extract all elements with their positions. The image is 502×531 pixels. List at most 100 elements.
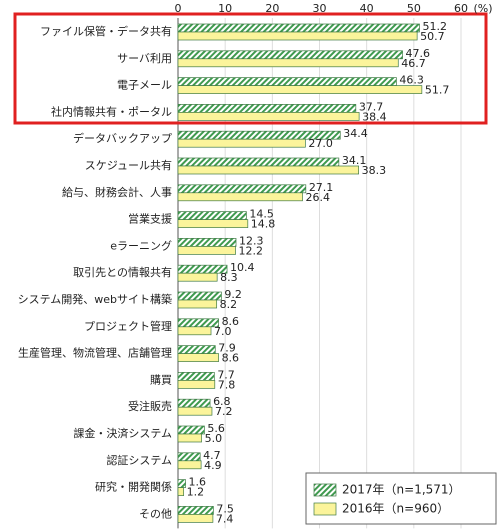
bar (177, 299, 218, 309)
bar (177, 291, 222, 301)
legend-label: 2017年（n=1,571） (342, 483, 461, 497)
unit-label: (%) (473, 2, 492, 15)
value-label: 26.4 (306, 191, 331, 204)
value-label: 7.0 (214, 325, 232, 338)
value-label: 4.9 (204, 459, 222, 472)
x-tick-label: 10 (218, 2, 232, 15)
bar (177, 353, 219, 362)
bar (177, 31, 418, 41)
category-label: 生産管理、物流管理、店舗管理 (18, 346, 172, 360)
category-label: 社内情報共有・ポータル (51, 104, 172, 118)
bar (177, 77, 397, 86)
x-tick-label: 50 (407, 2, 421, 15)
value-label: 47.6 (406, 47, 431, 60)
value-label: 5.0 (205, 432, 223, 445)
value-label: 8.6 (222, 315, 240, 328)
legend-swatch (313, 483, 337, 497)
value-label: 12.2 (239, 244, 264, 257)
category-label: eラーニング (110, 238, 172, 252)
category-label: 購買 (150, 372, 172, 386)
x-tick-label: 0 (175, 2, 182, 15)
x-tick-label: 60 (454, 2, 468, 15)
bar (177, 326, 212, 336)
bar (177, 112, 360, 121)
value-label: 14.5 (249, 208, 274, 221)
value-label: 37.7 (359, 100, 384, 113)
bar (177, 452, 201, 462)
bar (177, 479, 186, 488)
bar (177, 184, 307, 194)
value-label: 27.0 (308, 137, 333, 150)
value-label: 14.8 (251, 218, 276, 231)
value-label: 7.2 (215, 405, 233, 418)
bar (177, 380, 216, 389)
bar (177, 433, 202, 443)
bar (177, 192, 303, 202)
value-label: 7.7 (217, 368, 235, 381)
bar (177, 246, 236, 255)
bar (177, 398, 211, 408)
category-label: 課金・決済システム (73, 426, 172, 440)
category-label: 給与、財務会計、人事 (62, 185, 172, 199)
x-tick-label: 30 (313, 2, 327, 15)
value-label: 12.3 (239, 234, 264, 247)
value-label: 46.3 (399, 74, 424, 87)
category-label: 研究・開発関係 (95, 480, 172, 494)
value-label: 51.7 (425, 84, 450, 97)
value-label: 5.6 (207, 422, 225, 435)
value-label: 1.2 (187, 486, 205, 499)
category-label: システム開発、webサイト構築 (18, 292, 172, 306)
bar (177, 50, 403, 60)
bar (177, 460, 202, 470)
value-label: 7.4 (216, 512, 234, 525)
value-label: 7.5 (216, 502, 234, 515)
category-label: 電子メール (117, 79, 172, 92)
category-label: その他 (139, 507, 172, 520)
bar (177, 506, 214, 515)
bar (177, 211, 247, 220)
bar (177, 514, 214, 523)
value-label: 4.7 (203, 449, 221, 462)
value-label: 9.2 (224, 288, 242, 301)
bar (177, 85, 423, 94)
category-label: サーバ利用 (117, 52, 172, 65)
bar (177, 58, 399, 68)
value-label: 1.6 (189, 476, 207, 489)
value-label: 27.1 (309, 181, 334, 194)
value-label: 46.7 (401, 57, 426, 70)
value-label: 50.7 (420, 30, 445, 43)
category-label: スケジュール共有 (85, 158, 172, 172)
value-label: 7.9 (218, 342, 236, 355)
bar (177, 157, 340, 167)
x-tick-label: 40 (360, 2, 374, 15)
bar (177, 318, 219, 328)
bar (177, 23, 420, 33)
value-label: 38.3 (362, 164, 387, 177)
category-label: 認証システム (106, 453, 172, 467)
bar (177, 219, 249, 228)
bar (177, 406, 213, 416)
value-label: 8.6 (222, 352, 240, 365)
value-label: 8.2 (220, 298, 238, 311)
bar (177, 165, 359, 175)
bar (177, 104, 357, 113)
bar (177, 345, 216, 354)
value-label: 34.1 (342, 154, 367, 167)
bar (177, 272, 218, 282)
legend-label: 2016年（n=960） (342, 502, 449, 516)
value-label: 34.4 (343, 127, 368, 140)
category-label: 営業支援 (128, 212, 172, 226)
value-label: 7.8 (218, 378, 236, 391)
value-label: 10.4 (230, 261, 255, 274)
bar (177, 425, 205, 435)
value-label: 51.2 (422, 20, 447, 33)
highlight-box (13, 12, 488, 125)
x-tick-label: 20 (265, 2, 279, 15)
category-label: ファイル保管・データ共有 (40, 24, 172, 38)
category-label: 取引先との情報共有 (73, 265, 172, 279)
bar (177, 138, 306, 148)
bar (177, 487, 185, 496)
value-label: 38.4 (362, 110, 387, 123)
value-label: 8.3 (220, 271, 238, 284)
